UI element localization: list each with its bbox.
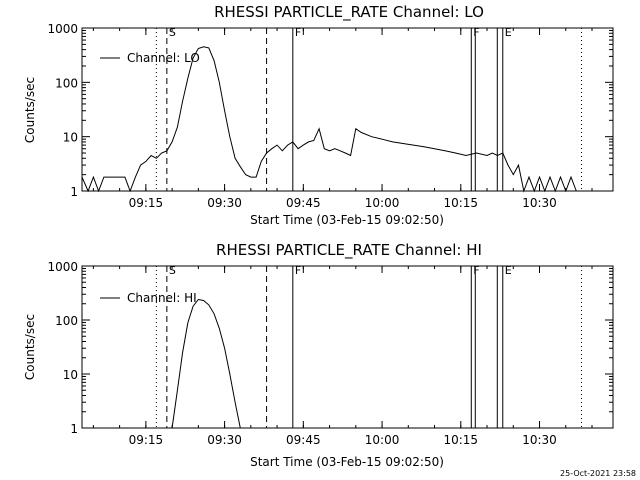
series-line-hi: [171, 298, 241, 429]
x-tick-label-lo: 10:30: [522, 196, 557, 210]
x-tick-label-lo: 10:00: [365, 196, 400, 210]
x-axis-label-hi: Start Time (03-Feb-15 09:02:50): [250, 455, 444, 469]
series-line-lo: [81, 46, 577, 193]
x-tick-label-lo: 09:30: [207, 196, 242, 210]
event-label-lo: F: [295, 26, 301, 39]
chart-title-lo: RHESSI PARTICLE_RATE Channel: LO: [214, 3, 484, 22]
event-label-lo: E: [505, 26, 512, 39]
x-tick-label-hi: 10:30: [522, 433, 557, 447]
y-axis-label-hi: Counts/sec: [23, 314, 37, 380]
y-tick-label-lo: 10: [63, 131, 78, 145]
legend-lo: Channel: LO: [100, 51, 200, 65]
y-tick-label-hi: 1: [70, 422, 78, 436]
event-label-lo: F: [473, 26, 479, 39]
panel-hi: RHESSI PARTICLE_RATE Channel: HI Counts/…: [23, 241, 614, 469]
legend-label-hi: Channel: HI: [127, 291, 197, 305]
plot-frame-lo: [81, 27, 614, 192]
x-tick-label-lo: 10:15: [443, 196, 478, 210]
panel-lo: RHESSI PARTICLE_RATE Channel: LO Counts/…: [23, 3, 614, 227]
event-label-hi: E: [505, 264, 512, 277]
x-tick-label-lo: 09:45: [286, 196, 321, 210]
legend-label-lo: Channel: LO: [127, 51, 200, 65]
x-tick-label-hi: 10:15: [443, 433, 478, 447]
x-tick-label-hi: 09:30: [207, 433, 242, 447]
x-axis-label-lo: Start Time (03-Feb-15 09:02:50): [250, 213, 444, 227]
event-label-hi: S: [169, 264, 176, 277]
y-axis-label-lo: Counts/sec: [23, 77, 37, 143]
y-tick-label-lo: 100: [55, 76, 78, 90]
legend-hi: Channel: HI: [100, 291, 197, 305]
y-tick-label-hi: 10: [63, 368, 78, 382]
x-tick-label-lo: 09:15: [129, 196, 164, 210]
plot-frame-hi: [81, 265, 614, 429]
chart-title-hi: RHESSI PARTICLE_RATE Channel: HI: [216, 241, 482, 260]
x-tick-label-hi: 09:15: [129, 433, 164, 447]
y-tick-label-hi: 1000: [47, 260, 78, 274]
event-label-lo: S: [169, 26, 176, 39]
y-tick-label-lo: 1000: [47, 22, 78, 36]
x-tick-label-hi: 09:45: [286, 433, 321, 447]
event-label-hi: F: [295, 264, 301, 277]
x-tick-label-hi: 10:00: [365, 433, 400, 447]
event-label-hi: F: [473, 264, 479, 277]
footer-timestamp: 25-Oct-2021 23:58: [560, 469, 636, 478]
y-tick-label-lo: 1: [70, 185, 78, 199]
y-tick-label-hi: 100: [55, 314, 78, 328]
